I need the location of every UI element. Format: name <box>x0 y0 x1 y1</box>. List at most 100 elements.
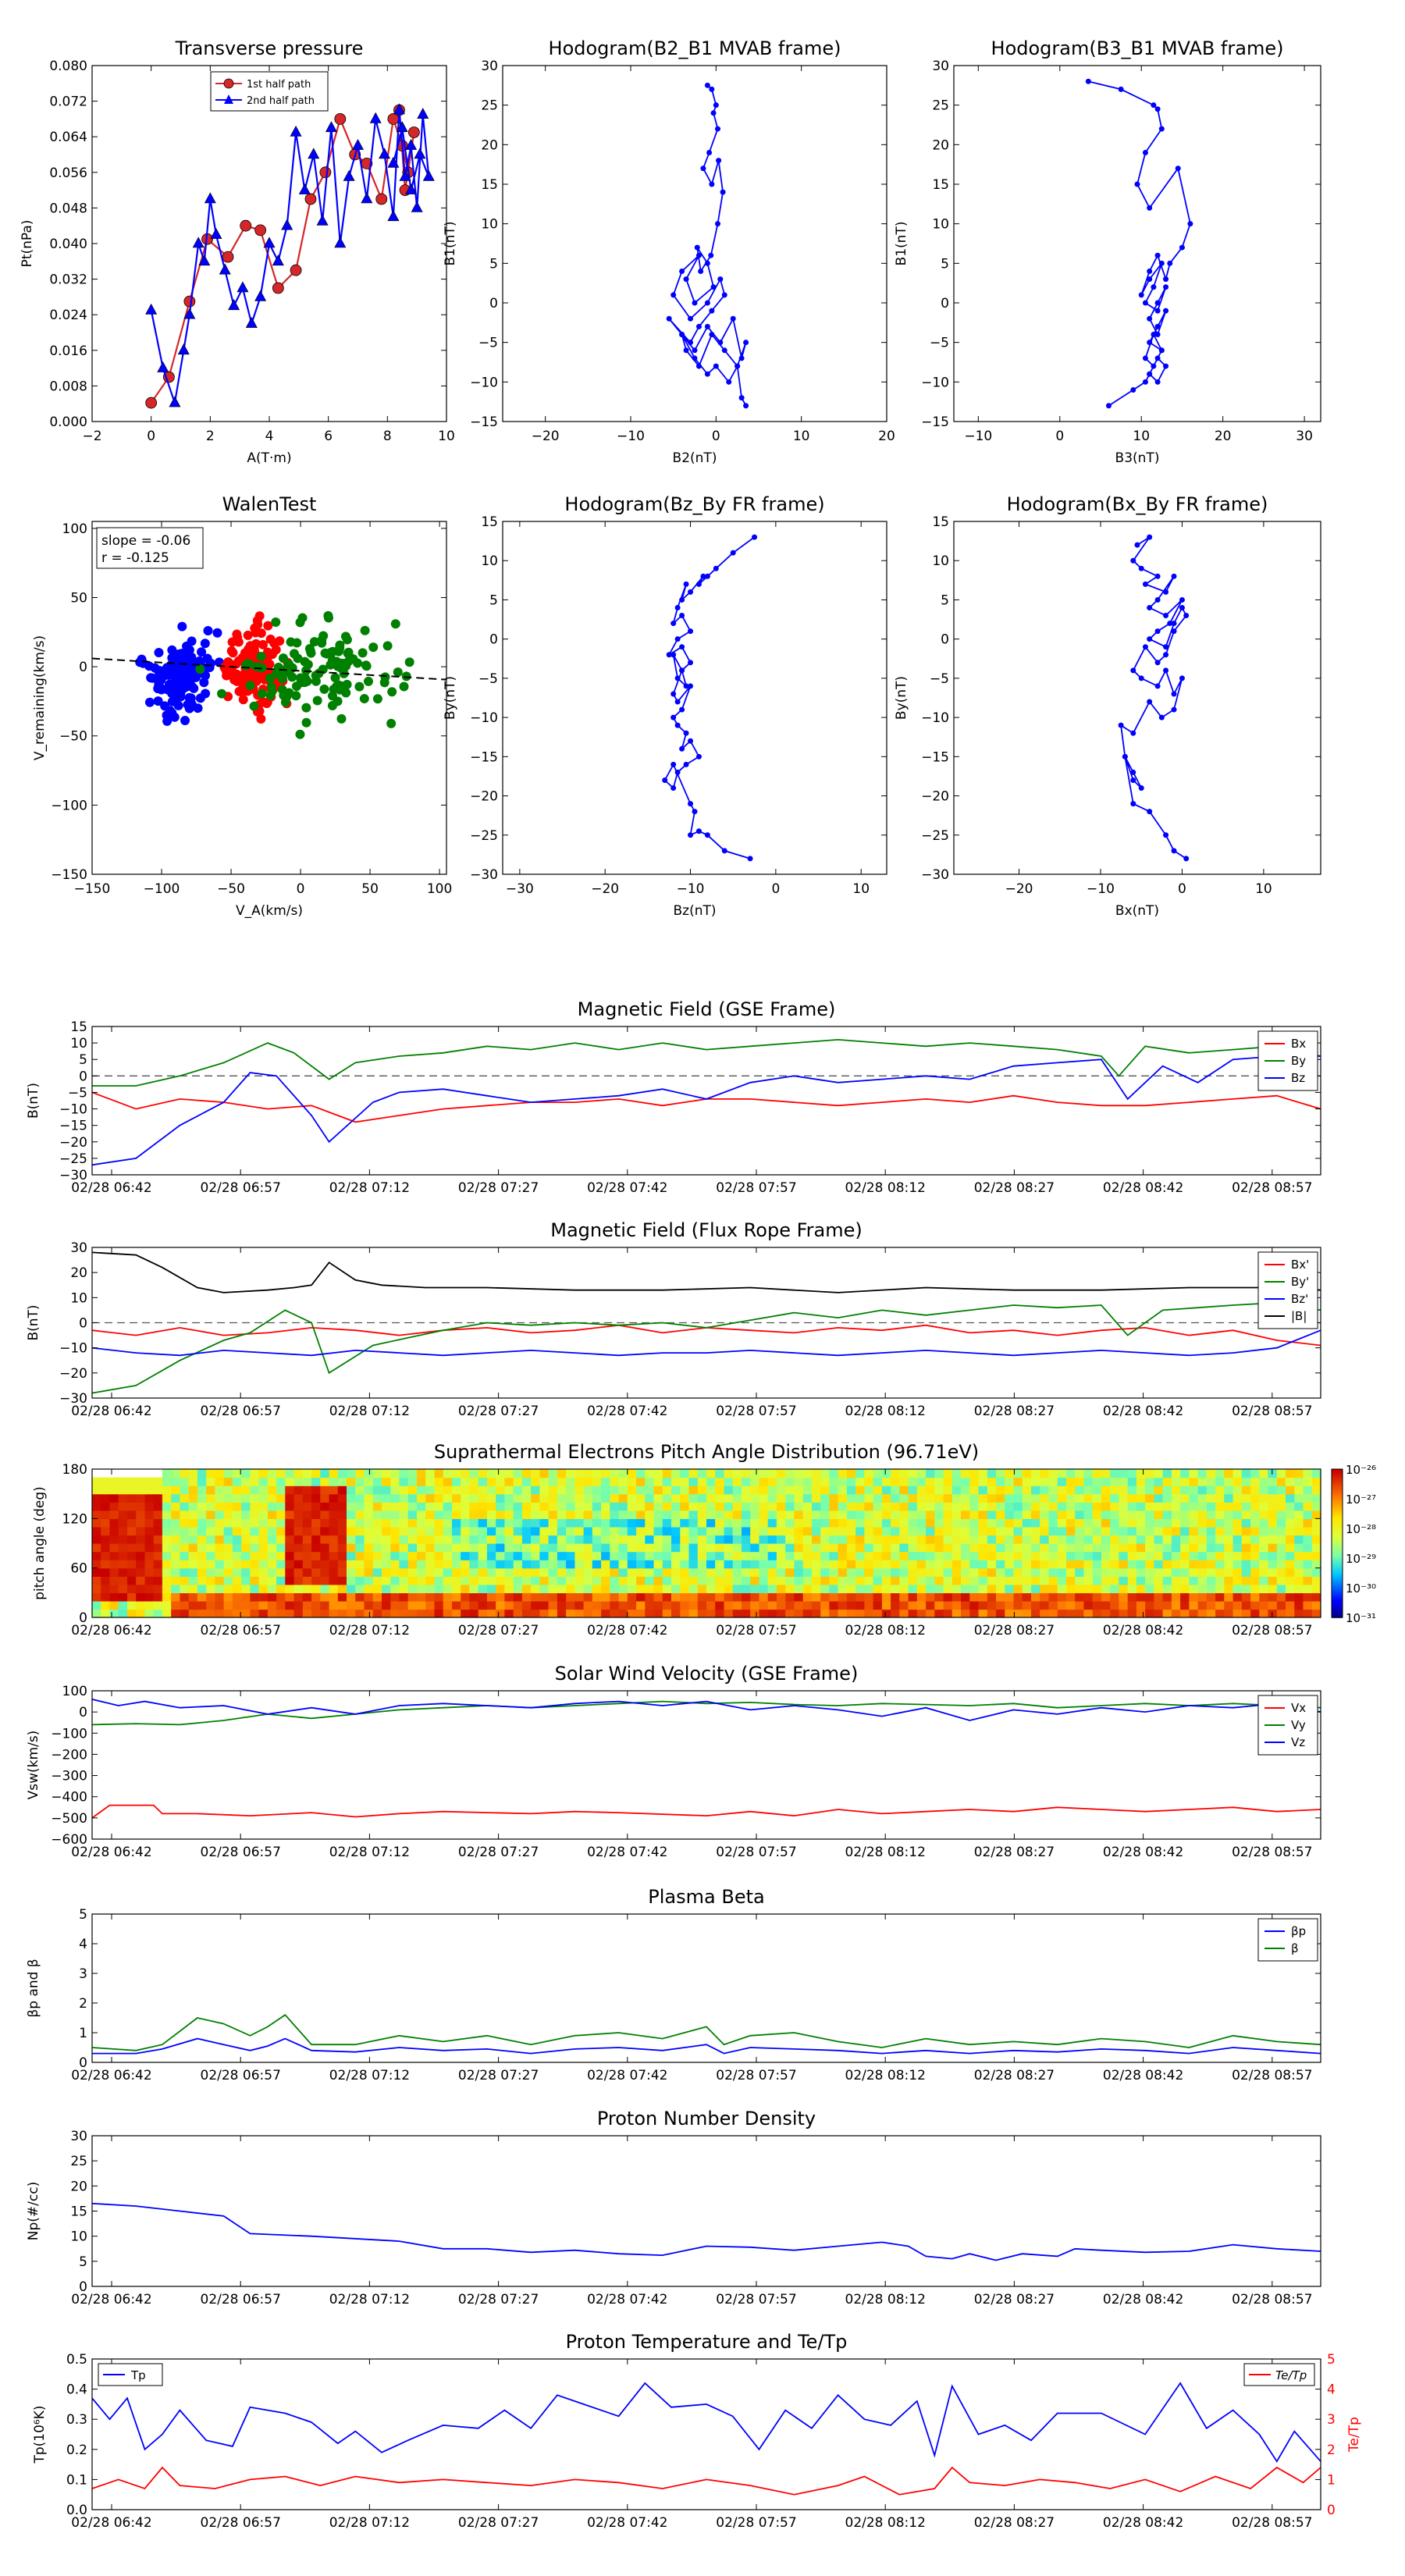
heatmap-cell <box>486 1551 496 1560</box>
data-point <box>694 244 700 251</box>
colorbar-cell <box>1332 1548 1343 1552</box>
heatmap-cell <box>136 1592 145 1602</box>
heatmap-cell <box>197 1535 207 1544</box>
heatmap-cell <box>258 1510 269 1519</box>
colorbar-cell <box>1332 1531 1343 1535</box>
heatmap-cell <box>188 1576 198 1585</box>
heatmap-cell <box>109 1567 119 1577</box>
heatmap-cell <box>417 1592 426 1602</box>
heatmap-cell <box>452 1576 461 1585</box>
heatmap-cell <box>399 1493 409 1503</box>
heatmap-cell <box>250 1502 260 1511</box>
heatmap-cell <box>996 1518 1005 1528</box>
heatmap-cell <box>1154 1493 1164 1503</box>
heatmap-cell <box>1136 1600 1146 1610</box>
heatmap-cell <box>197 1510 207 1519</box>
heatmap-cell <box>943 1543 953 1553</box>
heatmap-cell <box>1013 1576 1023 1585</box>
heatmap-cell <box>407 1502 418 1511</box>
scatter-point <box>185 699 195 709</box>
heatmap-cell <box>794 1485 804 1495</box>
colorbar-cell <box>1332 1525 1343 1529</box>
heatmap-cell <box>136 1477 145 1486</box>
heatmap-cell <box>223 1567 233 1577</box>
heatmap-cell <box>978 1493 988 1503</box>
x-tick-label: 02/28 08:42 <box>1103 1845 1183 1860</box>
colorbar-cell <box>1332 1471 1343 1475</box>
heatmap-cell <box>382 1493 391 1503</box>
heatmap-cell <box>1224 1592 1234 1602</box>
heatmap-cell <box>1311 1584 1321 1593</box>
y-tick-label: −5 <box>478 671 498 687</box>
heatmap-cell <box>881 1518 891 1528</box>
heatmap-cell <box>197 1477 207 1486</box>
heatmap-cell <box>978 1518 988 1528</box>
heatmap-cell <box>478 1485 488 1495</box>
y-axis-label: B(nT) <box>26 1304 41 1340</box>
heatmap-cell <box>539 1469 550 1478</box>
series-line-0 <box>668 84 747 407</box>
x-tick-label: 02/28 07:42 <box>587 1180 667 1196</box>
heatmap-cell <box>820 1502 830 1511</box>
heatmap-cell <box>908 1502 918 1511</box>
heatmap-cell <box>417 1535 426 1544</box>
heatmap-cell <box>1145 1551 1154 1560</box>
heatmap-cell <box>250 1526 260 1536</box>
heatmap-cell <box>767 1502 777 1511</box>
heatmap-cell <box>759 1600 769 1610</box>
y-tick-label: 0.024 <box>49 308 87 323</box>
y-tick-label: 120 <box>62 1511 87 1527</box>
heatmap-cell <box>399 1502 409 1511</box>
heatmap-cell <box>618 1560 628 1569</box>
heatmap-cell <box>539 1584 550 1593</box>
heatmap-cell <box>1232 1469 1243 1478</box>
heatmap-cell <box>969 1543 980 1553</box>
data-point <box>666 652 672 658</box>
heatmap-cell <box>504 1518 514 1528</box>
heatmap-cell <box>417 1560 426 1569</box>
x-tick-label: 02/28 08:42 <box>1103 2068 1183 2083</box>
heatmap-cell <box>443 1551 453 1560</box>
heatmap-cell <box>926 1560 935 1569</box>
heatmap-cell <box>820 1477 830 1486</box>
heatmap-cell <box>1048 1600 1058 1610</box>
heatmap-cell <box>1040 1567 1049 1577</box>
axes-frame <box>91 1913 1321 2063</box>
heatmap-cell <box>601 1609 610 1617</box>
colorbar-tick-label: 10⁻²⁹ <box>1346 1552 1376 1566</box>
heatmap-cell <box>461 1584 470 1593</box>
heatmap-cell <box>891 1493 900 1503</box>
heatmap-cell <box>267 1592 277 1602</box>
heatmap-cell <box>899 1609 909 1617</box>
y-tick-label: 60 <box>70 1561 87 1577</box>
heatmap-cell <box>785 1543 795 1553</box>
heatmap-cell <box>978 1609 988 1617</box>
scatter-point <box>382 641 393 651</box>
heatmap-cell <box>785 1560 795 1569</box>
scatter-point <box>176 649 187 659</box>
heatmap-cell <box>618 1551 628 1560</box>
heatmap-cell <box>285 1609 295 1617</box>
heatmap-cell <box>223 1469 233 1478</box>
heatmap-cell <box>688 1535 699 1544</box>
heatmap-cell <box>671 1584 681 1593</box>
heatmap-cell <box>1303 1600 1313 1610</box>
heatmap-cell <box>742 1560 751 1569</box>
heatmap-cell <box>1101 1493 1111 1503</box>
heatmap-cell <box>232 1502 242 1511</box>
heatmap-cell <box>811 1592 821 1602</box>
heatmap-cell <box>1136 1469 1146 1478</box>
heatmap-cell <box>109 1551 119 1560</box>
scatter-point <box>323 610 333 621</box>
heatmap-cell <box>469 1560 479 1569</box>
heatmap-cell <box>978 1551 988 1560</box>
heatmap-cell <box>329 1592 339 1602</box>
heatmap-cell <box>372 1518 382 1528</box>
heatmap-cell <box>1119 1567 1129 1577</box>
heatmap-cell <box>92 1518 101 1528</box>
heatmap-cell <box>531 1576 540 1585</box>
data-point <box>375 193 388 205</box>
x-tick-label: 02/28 08:27 <box>974 2515 1055 2531</box>
y-tick-label: −5 <box>68 1085 87 1101</box>
heatmap-cell <box>855 1609 865 1617</box>
